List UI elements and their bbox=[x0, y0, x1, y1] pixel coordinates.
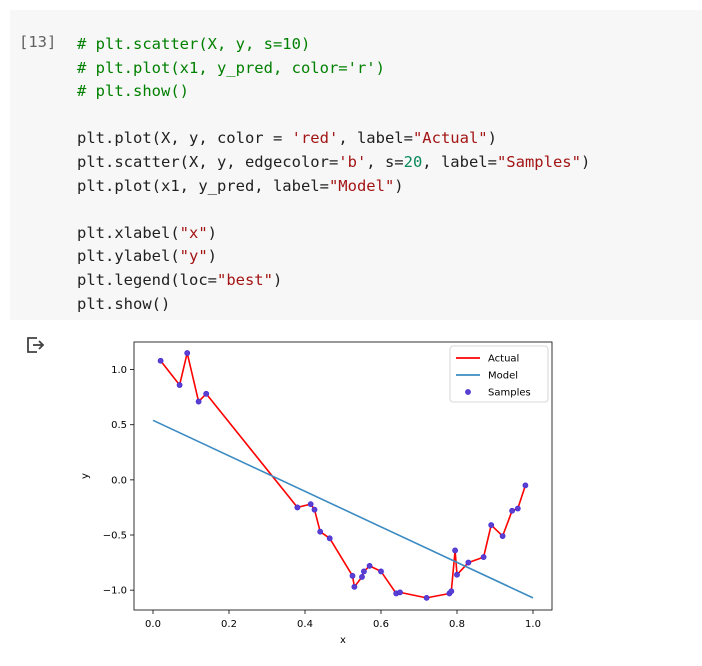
data-point bbox=[452, 547, 458, 554]
code-token: ) bbox=[487, 129, 497, 148]
y-axis-label: y bbox=[80, 473, 91, 479]
y-tick-label: −1.0 bbox=[103, 586, 127, 597]
x-tick-label: 0.6 bbox=[373, 619, 389, 630]
data-point bbox=[378, 568, 384, 575]
series-line-actual bbox=[159, 352, 527, 599]
code-line: plt.xlabel("x") bbox=[77, 222, 590, 246]
legend-label-model: Model bbox=[488, 371, 518, 382]
code-token: "y" bbox=[179, 247, 208, 266]
data-point bbox=[448, 588, 455, 595]
code-line bbox=[77, 198, 590, 222]
code-token: ) bbox=[207, 247, 217, 266]
code-token: ) bbox=[394, 176, 404, 195]
code-cell[interactable]: [13] # plt.scatter(X, y, s=10) # plt.plot… bbox=[10, 10, 702, 320]
x-tick-label: 0.2 bbox=[221, 619, 237, 630]
code-token: plt.xlabel( bbox=[77, 223, 180, 242]
code-token: plt.plot(X, y, color = bbox=[77, 129, 292, 148]
code-line: plt.plot(X, y, color = 'red', label="Act… bbox=[77, 127, 590, 151]
data-point bbox=[326, 535, 333, 542]
code-line: # plt.plot(x1, y_pred, color='r') bbox=[77, 57, 590, 81]
legend-label-samples: Samples bbox=[488, 388, 531, 399]
legend-label-actual: Actual bbox=[488, 354, 519, 365]
data-point bbox=[454, 571, 460, 578]
code-token: plt.show() bbox=[77, 294, 171, 313]
code-token: ) bbox=[580, 152, 591, 171]
data-point bbox=[157, 357, 164, 364]
axes-frame bbox=[133, 341, 553, 611]
code-token: ) bbox=[272, 270, 283, 289]
data-point bbox=[522, 482, 529, 489]
data-point bbox=[488, 522, 495, 528]
output-arrow-icon[interactable] bbox=[24, 334, 46, 356]
code-line: plt.ylabel("y") bbox=[77, 245, 590, 269]
x-tick-label: 0.8 bbox=[449, 619, 465, 630]
code-token: # plt.scatter(X, y, s=10) bbox=[77, 35, 311, 53]
code-token: 20 bbox=[403, 152, 423, 171]
y-tick-label: 1.0 bbox=[111, 365, 127, 376]
data-point bbox=[465, 559, 472, 566]
data-point bbox=[397, 589, 403, 596]
data-point bbox=[307, 501, 314, 508]
series-line-model bbox=[152, 419, 534, 599]
y-tick-label: −0.5 bbox=[103, 531, 127, 542]
data-point bbox=[203, 390, 210, 397]
code-line bbox=[77, 104, 590, 128]
code-line: # plt.show() bbox=[77, 80, 590, 104]
code-token: 'b' bbox=[338, 152, 367, 171]
data-point bbox=[351, 583, 358, 590]
data-point bbox=[360, 568, 367, 575]
execution-count: [13] bbox=[19, 33, 57, 51]
code-token: "Actual" bbox=[412, 129, 488, 148]
x-tick-label: 0.4 bbox=[297, 619, 313, 630]
code-token: plt.plot(x1, y_pred, label= bbox=[77, 176, 329, 195]
code-line: plt.legend(loc="best") bbox=[77, 269, 590, 293]
data-point bbox=[349, 572, 356, 579]
legend: Actual Model Samples bbox=[449, 345, 549, 403]
data-point bbox=[366, 562, 373, 569]
code-line: # plt.scatter(X, y, s=10) bbox=[77, 33, 590, 57]
legend-box bbox=[449, 345, 549, 403]
data-point bbox=[311, 506, 318, 513]
y-tick-label: 0.0 bbox=[111, 475, 127, 486]
x-axis-label: x bbox=[340, 635, 346, 646]
code-token: , label= bbox=[338, 129, 413, 148]
code-token: , s= bbox=[366, 152, 404, 171]
data-point bbox=[509, 507, 515, 514]
code-token: 'red' bbox=[291, 129, 339, 148]
code-token: plt.ylabel( bbox=[77, 247, 180, 266]
code-token: # plt.plot(x1, y_pred, color='r') bbox=[77, 58, 385, 77]
code-token: "x" bbox=[179, 223, 208, 242]
code-editor[interactable]: # plt.scatter(X, y, s=10) # plt.plot(x1, … bbox=[77, 33, 590, 316]
data-point bbox=[294, 504, 301, 511]
code-token: "Model" bbox=[328, 176, 395, 195]
code-token: ) bbox=[207, 223, 217, 242]
code-token: "best" bbox=[216, 270, 273, 289]
data-point bbox=[317, 528, 324, 535]
code-token: , label= bbox=[422, 152, 497, 171]
code-line: plt.scatter(X, y, edgecolor='b', s=20, l… bbox=[77, 151, 590, 175]
legend-swatch-samples bbox=[465, 389, 471, 395]
data-point bbox=[514, 505, 521, 512]
x-tick-label: 1.0 bbox=[525, 619, 541, 630]
code-token: # plt.show() bbox=[77, 82, 189, 101]
x-tick-label: 0.0 bbox=[145, 619, 161, 630]
code-token: plt.scatter(X, y, edgecolor= bbox=[77, 152, 339, 171]
code-token: plt.legend(loc= bbox=[77, 270, 217, 289]
data-point bbox=[423, 594, 430, 601]
data-point bbox=[184, 350, 191, 356]
output-chart: 0.0 0.2 0.4 0.6 0.8 1.0−1.0−0.50.00.51.0 x y … bbox=[80, 341, 553, 646]
data-point bbox=[195, 398, 202, 405]
ticks-layer: 0.0 0.2 0.4 0.6 0.8 1.0 −1.0 −0.5 0.0 0.5 1.0 bbox=[103, 365, 541, 630]
data-point bbox=[480, 554, 487, 560]
data-point bbox=[176, 382, 183, 388]
data-point bbox=[359, 574, 365, 580]
code-line: plt.plot(x1, y_pred, label="Model") bbox=[77, 175, 590, 199]
series-layer bbox=[152, 350, 534, 601]
data-point bbox=[499, 533, 506, 540]
y-tick-label: 0.5 bbox=[111, 420, 127, 431]
code-line: plt.show() bbox=[77, 293, 590, 317]
code-token: "Samples" bbox=[496, 152, 581, 171]
